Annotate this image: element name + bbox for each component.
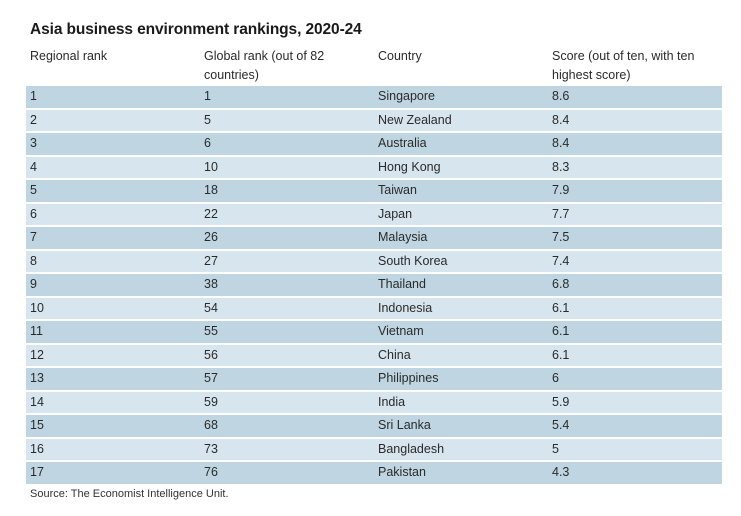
table-row: 8 27 South Korea 7.4 — [26, 250, 722, 272]
cell-regional-rank: 9 — [30, 277, 37, 291]
cell-country: New Zealand — [378, 112, 452, 127]
cell-score: 6.1 — [552, 347, 570, 362]
cell-score: 8.4 — [552, 112, 570, 127]
cell-global-rank: 1 — [204, 89, 211, 103]
cell-global-rank: 73 — [204, 441, 218, 456]
table-row: 6 22 Japan 7.7 — [26, 203, 722, 225]
cell-global-rank: 57 — [204, 371, 218, 385]
cell-global-rank: 18 — [204, 183, 218, 197]
cell-global-rank: 22 — [204, 206, 218, 221]
cell-regional-rank: 8 — [30, 253, 37, 268]
table-row: 14 59 India 5.9 — [26, 391, 722, 413]
cell-country: Bangladesh — [378, 441, 445, 456]
cell-global-rank: 76 — [204, 465, 218, 479]
cell-global-rank: 38 — [204, 277, 218, 291]
cell-regional-rank: 16 — [30, 441, 44, 456]
cell-country: Australia — [378, 136, 427, 150]
table-row: 10 54 Indonesia 6.1 — [26, 297, 722, 319]
cell-regional-rank: 6 — [30, 206, 37, 221]
cell-global-rank: 5 — [204, 112, 211, 127]
cell-country: Taiwan — [378, 183, 417, 197]
cell-regional-rank: 3 — [30, 136, 37, 150]
cell-country: Hong Kong — [378, 159, 441, 174]
cell-score: 6.1 — [552, 300, 570, 315]
table-row: 7 26 Malaysia 7.5 — [26, 227, 722, 249]
cell-global-rank: 27 — [204, 253, 218, 268]
table-row: 4 10 Hong Kong 8.3 — [26, 156, 722, 178]
cell-regional-rank: 5 — [30, 183, 37, 197]
table-row: 1 1 Singapore 8.6 — [26, 86, 722, 108]
cell-score: 5.4 — [552, 418, 570, 432]
table-row: 12 56 China 6.1 — [26, 344, 722, 366]
cell-global-rank: 68 — [204, 418, 218, 432]
cell-regional-rank: 17 — [30, 465, 44, 479]
table-row: 9 38 Thailand 6.8 — [26, 274, 722, 296]
column-header-global-rank: Global rank (out of 82 countries) — [204, 49, 325, 82]
cell-score: 6 — [552, 371, 559, 385]
cell-global-rank: 55 — [204, 324, 218, 338]
cell-regional-rank: 1 — [30, 89, 37, 103]
cell-country: Malaysia — [378, 230, 428, 244]
cell-regional-rank: 10 — [30, 300, 44, 315]
cell-country: Japan — [378, 206, 413, 221]
cell-country: Vietnam — [378, 324, 424, 338]
cell-country: Sri Lanka — [378, 418, 431, 432]
table-row: 3 6 Australia 8.4 — [26, 133, 722, 155]
cell-regional-rank: 13 — [30, 371, 44, 385]
cell-regional-rank: 15 — [30, 418, 44, 432]
cell-score: 7.4 — [552, 253, 570, 268]
cell-global-rank: 54 — [204, 300, 218, 315]
column-header-country: Country — [378, 49, 422, 63]
rankings-table: 1 1 Singapore 8.6 2 5 New Zealand 8.4 3 6 Australi… — [26, 86, 722, 486]
cell-regional-rank: 2 — [30, 112, 37, 127]
source-note: Source: The Economist Intelligence Unit. — [30, 488, 229, 500]
cell-global-rank: 26 — [204, 230, 218, 244]
cell-country: Singapore — [378, 89, 435, 103]
cell-country: Philippines — [378, 371, 439, 385]
cell-score: 6.1 — [552, 324, 570, 338]
table-row: 16 73 Bangladesh 5 — [26, 438, 722, 460]
table-row: 15 68 Sri Lanka 5.4 — [26, 415, 722, 437]
table-header: Regional rank Global rank (out of 82 cou… — [30, 47, 722, 85]
cell-score: 6.8 — [552, 277, 570, 291]
column-header-regional-rank: Regional rank — [30, 49, 108, 63]
cell-score: 7.7 — [552, 206, 570, 221]
cell-country: Thailand — [378, 277, 426, 291]
cell-score: 8.4 — [552, 136, 570, 150]
table-title: Asia business environment rankings, 2020… — [30, 21, 362, 38]
cell-regional-rank: 4 — [30, 159, 37, 174]
cell-global-rank: 59 — [204, 394, 218, 409]
cell-country: Pakistan — [378, 465, 426, 479]
cell-regional-rank: 12 — [30, 347, 44, 362]
table-row: 2 5 New Zealand 8.4 — [26, 109, 722, 131]
column-header-score: Score (out of ten, with ten highest scor… — [552, 49, 695, 82]
table-row: 17 76 Pakistan 4.3 — [26, 462, 722, 484]
table-row: 11 55 Vietnam 6.1 — [26, 321, 722, 343]
cell-score: 7.9 — [552, 183, 570, 197]
cell-country: India — [378, 394, 406, 409]
table-row: 13 57 Philippines 6 — [26, 368, 722, 390]
cell-score: 5.9 — [552, 394, 570, 409]
cell-score: 5 — [552, 441, 559, 456]
cell-regional-rank: 11 — [30, 324, 43, 338]
cell-country: South Korea — [378, 253, 448, 268]
cell-country: China — [378, 347, 411, 362]
cell-global-rank: 6 — [204, 136, 211, 150]
cell-regional-rank: 14 — [30, 394, 44, 409]
cell-global-rank: 10 — [204, 159, 218, 174]
cell-country: Indonesia — [378, 300, 433, 315]
cell-score: 8.3 — [552, 159, 570, 174]
cell-score: 7.5 — [552, 230, 570, 244]
cell-score: 8.6 — [552, 89, 570, 103]
table-row: 5 18 Taiwan 7.9 — [26, 180, 722, 202]
cell-score: 4.3 — [552, 465, 570, 479]
cell-regional-rank: 7 — [30, 230, 37, 244]
cell-global-rank: 56 — [204, 347, 218, 362]
